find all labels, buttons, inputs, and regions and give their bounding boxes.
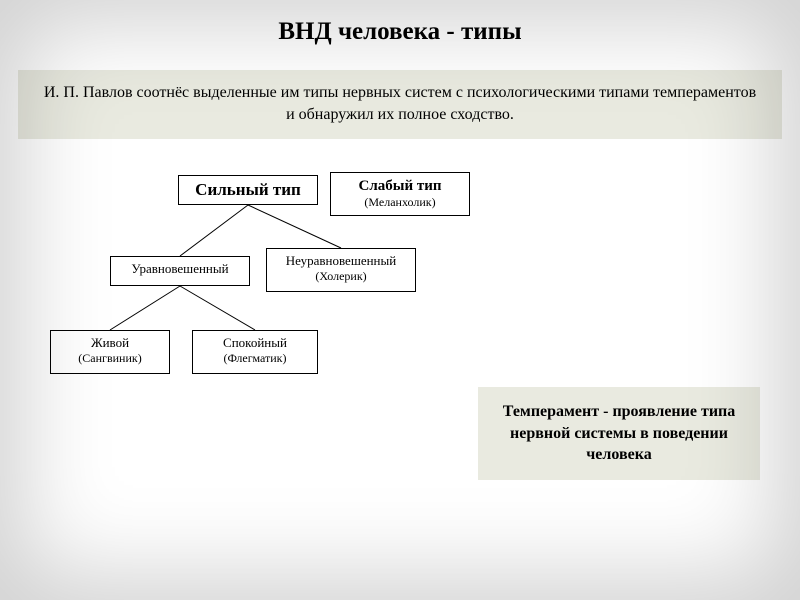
tree-node-sublabel: (Флегматик) — [199, 351, 311, 365]
tree-node-sublabel: (Меланхолик) — [337, 195, 463, 209]
definition-callout: Темперамент - проявление типа нервной си… — [478, 387, 760, 480]
tree-diagram: Сильный тип Слабый тип(Меланхолик) Уравнов… — [30, 170, 510, 430]
tree-node-label: Слабый тип — [337, 177, 463, 195]
tree-node-label: Живой — [57, 335, 163, 351]
tree-node-label: Сильный тип — [185, 180, 311, 200]
tree-node-strong: Сильный тип — [178, 175, 318, 205]
tree-node-lively: Живой(Сангвиник) — [50, 330, 170, 374]
tree-node-label: Уравновешенный — [117, 261, 243, 277]
tree-node-sublabel: (Сангвиник) — [57, 351, 163, 365]
tree-node-calm: Спокойный(Флегматик) — [192, 330, 318, 374]
tree-node-sublabel: (Холерик) — [273, 269, 409, 283]
tree-node-weak: Слабый тип(Меланхолик) — [330, 172, 470, 216]
intro-callout: И. П. Павлов соотнёс выделенные им типы … — [18, 70, 782, 139]
page-title: ВНД человека - типы — [0, 18, 800, 46]
tree-node-balanced: Уравновешенный — [110, 256, 250, 286]
tree-node-label: Спокойный — [199, 335, 311, 351]
tree-node-unbalanced: Неуравновешенный(Холерик) — [266, 248, 416, 292]
tree-node-label: Неуравновешенный — [273, 253, 409, 269]
